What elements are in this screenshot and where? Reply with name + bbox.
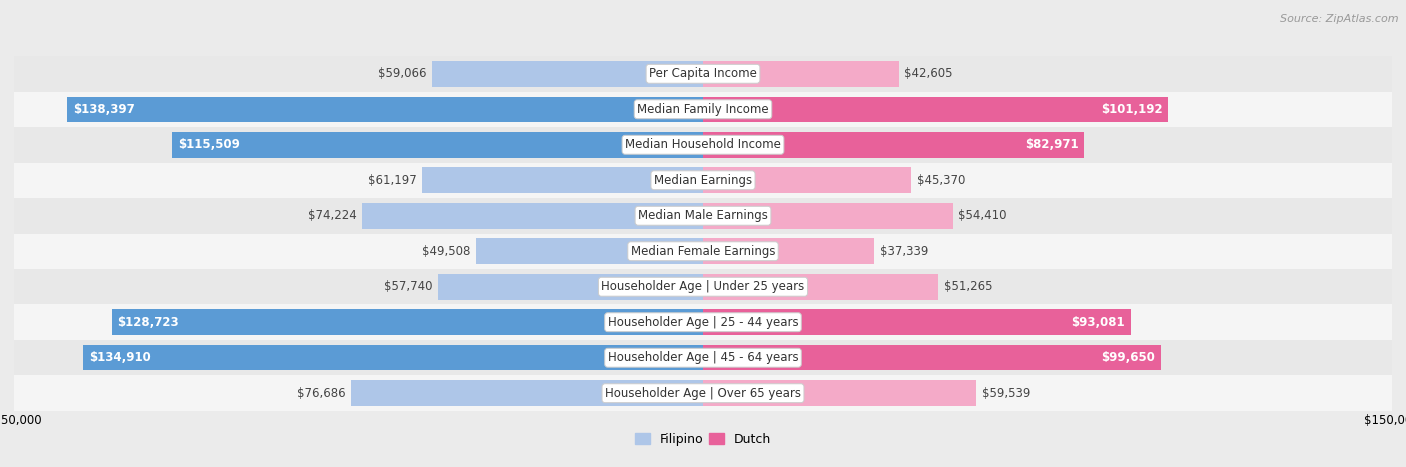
Bar <box>475 239 703 264</box>
Text: $42,605: $42,605 <box>904 67 953 80</box>
Text: Householder Age | 45 - 64 years: Householder Age | 45 - 64 years <box>607 351 799 364</box>
Text: Median Family Income: Median Family Income <box>637 103 769 116</box>
Bar <box>432 61 703 86</box>
Bar <box>703 168 911 193</box>
Bar <box>703 310 1130 335</box>
Bar <box>14 127 1392 163</box>
Bar <box>350 381 703 406</box>
Text: $128,723: $128,723 <box>117 316 179 329</box>
Bar <box>703 239 875 264</box>
Text: $45,370: $45,370 <box>917 174 966 187</box>
Bar <box>703 203 953 228</box>
Bar <box>14 304 1392 340</box>
Legend: Filipino, Dutch: Filipino, Dutch <box>630 428 776 451</box>
Text: $93,081: $93,081 <box>1071 316 1125 329</box>
Bar <box>703 97 1168 122</box>
Bar <box>67 97 703 122</box>
Text: Householder Age | 25 - 44 years: Householder Age | 25 - 44 years <box>607 316 799 329</box>
Bar <box>14 234 1392 269</box>
Bar <box>703 274 938 299</box>
Text: $99,650: $99,650 <box>1101 351 1156 364</box>
Text: Per Capita Income: Per Capita Income <box>650 67 756 80</box>
Bar <box>14 375 1392 411</box>
Text: Householder Age | Over 65 years: Householder Age | Over 65 years <box>605 387 801 400</box>
Text: Median Female Earnings: Median Female Earnings <box>631 245 775 258</box>
Bar <box>173 132 703 157</box>
Bar <box>14 56 1392 92</box>
Text: Householder Age | Under 25 years: Householder Age | Under 25 years <box>602 280 804 293</box>
Text: $74,224: $74,224 <box>308 209 357 222</box>
Text: Median Male Earnings: Median Male Earnings <box>638 209 768 222</box>
Bar <box>703 61 898 86</box>
Text: $59,539: $59,539 <box>981 387 1031 400</box>
Text: $115,509: $115,509 <box>179 138 240 151</box>
Text: $138,397: $138,397 <box>73 103 135 116</box>
Bar <box>83 345 703 370</box>
Bar <box>437 274 703 299</box>
Bar <box>363 203 703 228</box>
Text: $101,192: $101,192 <box>1101 103 1163 116</box>
Text: $51,265: $51,265 <box>943 280 993 293</box>
Text: Median Earnings: Median Earnings <box>654 174 752 187</box>
Text: $49,508: $49,508 <box>422 245 470 258</box>
Text: $54,410: $54,410 <box>959 209 1007 222</box>
Bar <box>14 340 1392 375</box>
Bar <box>14 269 1392 304</box>
Bar <box>422 168 703 193</box>
Text: $59,066: $59,066 <box>378 67 426 80</box>
Bar <box>14 163 1392 198</box>
Bar <box>703 132 1084 157</box>
Bar <box>703 381 976 406</box>
Text: $57,740: $57,740 <box>384 280 432 293</box>
Bar <box>14 92 1392 127</box>
Text: $76,686: $76,686 <box>297 387 346 400</box>
Text: $82,971: $82,971 <box>1025 138 1078 151</box>
Bar <box>703 345 1161 370</box>
Text: Source: ZipAtlas.com: Source: ZipAtlas.com <box>1281 14 1399 24</box>
Text: $61,197: $61,197 <box>367 174 416 187</box>
Text: Median Household Income: Median Household Income <box>626 138 780 151</box>
Bar <box>112 310 703 335</box>
Text: $37,339: $37,339 <box>880 245 928 258</box>
Bar <box>14 198 1392 234</box>
Text: $134,910: $134,910 <box>89 351 150 364</box>
